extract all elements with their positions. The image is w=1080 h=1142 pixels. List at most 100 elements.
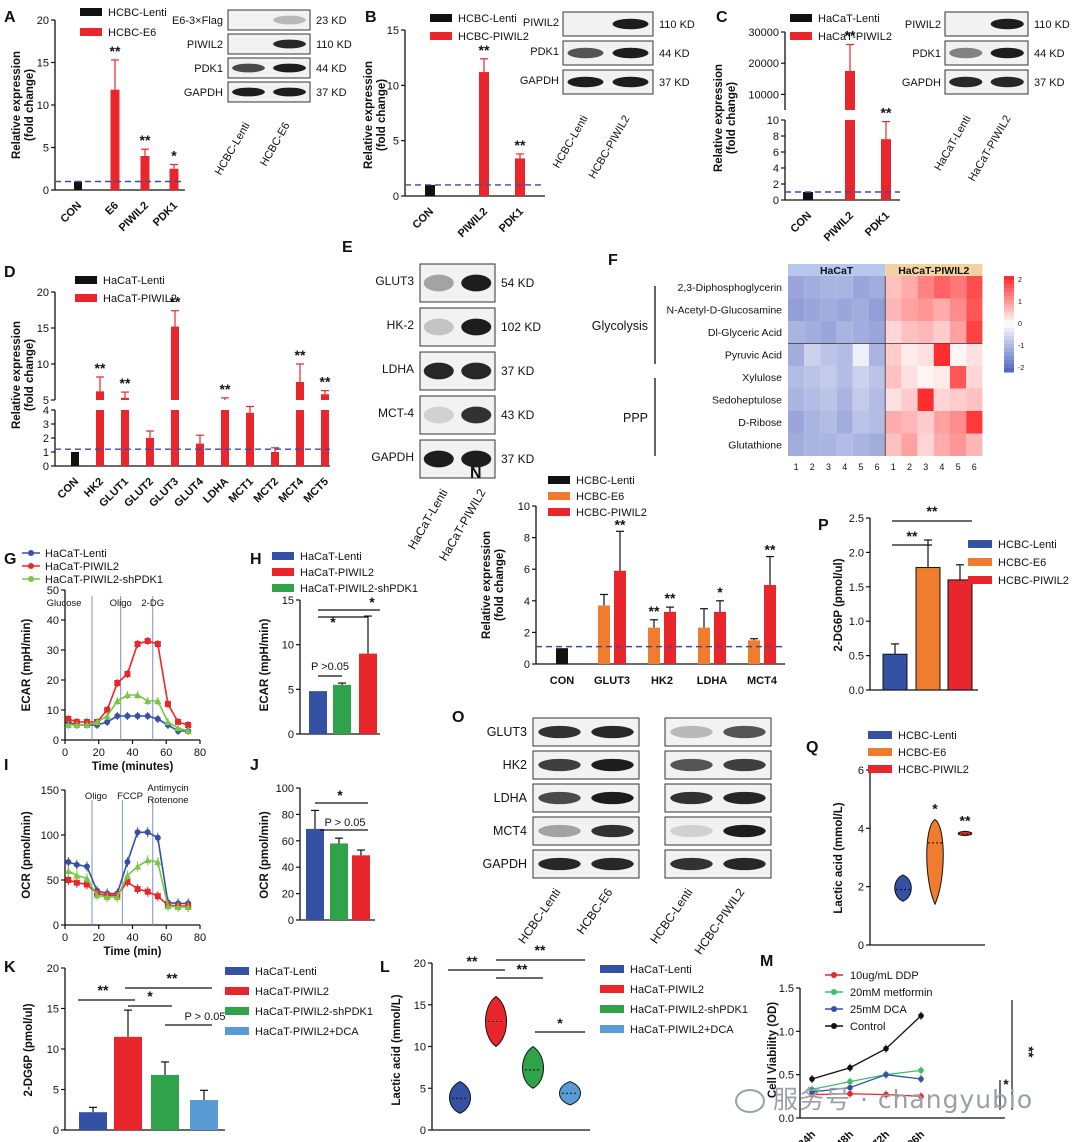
legend-label: HCBC-PIWIL2: [458, 31, 529, 43]
western-blot-band: [723, 857, 766, 871]
x-tick-label: CON: [58, 200, 84, 226]
bar: [306, 828, 324, 920]
heatmap-cell: [869, 366, 886, 389]
western-blot-band: [567, 47, 604, 59]
western-blot-band: [949, 76, 983, 88]
heatmap-cell: [852, 411, 869, 434]
significance-label: *: [337, 787, 343, 803]
heatmap-group-label: HaCaT-PIWIL2: [898, 265, 969, 277]
y-axis-label: Relative expression: [363, 61, 375, 169]
significance-label: *: [932, 801, 938, 817]
legend-label: HaCaT-PIWIL2: [103, 293, 177, 305]
bar: [171, 326, 179, 400]
y-tick-label: 10: [47, 705, 59, 717]
bar: [359, 653, 377, 734]
y-axis-label: OCR (pmol/min): [259, 811, 271, 899]
significance-label: **: [1021, 1047, 1037, 1058]
color-scale-cell: [1004, 292, 1014, 297]
heatmap-cell: [852, 298, 869, 321]
y-tick-label: 0.5: [779, 1070, 794, 1082]
heatmap-cell: [788, 298, 805, 321]
bar: [96, 410, 104, 466]
heatmap-row-label: 2,3-Diphosphoglycerin: [678, 282, 783, 294]
legend-swatch: [600, 985, 624, 993]
data-point: [134, 713, 141, 719]
heatmap-cell: [869, 298, 886, 321]
y-tick-label: 0: [393, 191, 399, 203]
data-point: [123, 691, 131, 698]
blot-lane-label: HaCaT-Lenti: [932, 114, 973, 173]
wechat-logo-icon: [735, 1089, 765, 1113]
legend-swatch: [868, 731, 892, 739]
blot-lane-label: HCBC-Lenti: [213, 121, 253, 178]
heatmap-cell: [804, 276, 821, 299]
heatmap-cell: [836, 343, 853, 366]
legend-swatch: [600, 965, 624, 973]
western-blot-band: [273, 15, 306, 25]
color-scale-cell: [1004, 316, 1014, 321]
western-blot-band: [273, 39, 306, 49]
data-point: [918, 1093, 924, 1100]
heatmap-cell: [804, 411, 821, 434]
data-point: [918, 1012, 924, 1019]
western-blot-band: [273, 63, 306, 73]
y-tick-label: 150: [41, 785, 59, 797]
heatmap-cell: [901, 411, 918, 434]
panel-letter: E: [342, 239, 353, 256]
y-tick-label: 1.5: [779, 983, 794, 995]
x-tick-label: MCT5: [301, 476, 331, 506]
panel-letter: B: [365, 9, 377, 26]
color-scale-cell: [1004, 364, 1014, 369]
bar: [169, 168, 179, 190]
p-value-label: P > 0.05: [324, 817, 365, 829]
western-blot-band: [670, 791, 713, 805]
blot-size-label: 37 KD: [316, 87, 347, 99]
blot-size-label: 37 KD: [659, 77, 690, 89]
blot-size-label: 44 KD: [1034, 48, 1065, 60]
data-point: [154, 834, 161, 841]
color-scale-cell: [1004, 340, 1014, 345]
y-tick-label: 10: [47, 1044, 59, 1056]
western-blot-band: [723, 791, 766, 805]
data-point: [883, 1091, 889, 1098]
y-axis-label: (fold change): [24, 339, 36, 411]
heatmap-cell: [966, 366, 983, 389]
heatmap-col-label: 4: [842, 462, 847, 472]
significance-label: **: [927, 503, 938, 519]
heatmap-row-label: N-Acetyl-D-Glucosamine: [666, 305, 782, 317]
heatmap-col-label: 6: [972, 462, 977, 472]
x-tick-label: PDK1: [151, 200, 180, 229]
legend-label: HaCaT-Lenti: [818, 13, 880, 25]
significance-label: **: [170, 294, 181, 310]
y-tick-label: 4: [858, 823, 864, 835]
y-tick-label: 40: [282, 862, 294, 874]
x-tick-label: MCT2: [251, 476, 281, 506]
panel-letter: C: [716, 9, 728, 26]
heatmap-cell: [788, 366, 805, 389]
western-blot-band: [949, 47, 983, 59]
y-axis-label: ECAR (mpH/min): [259, 619, 271, 712]
panel-letter: A: [4, 9, 16, 26]
y-tick-label: 10: [518, 501, 530, 513]
western-blot-band: [538, 857, 581, 871]
bar: [221, 410, 229, 466]
x-tick-label: 80: [194, 747, 206, 759]
bar: [146, 438, 154, 466]
panel-i: 0 50 100 150 0 20 40 60 80 Time (min) OCR (pmol/mi…: [21, 783, 206, 958]
heatmap-cell: [804, 388, 821, 411]
bar: [121, 410, 129, 466]
data-point: [847, 1064, 853, 1071]
significance-label: **: [615, 516, 626, 532]
color-scale-label: 2: [1018, 277, 1022, 284]
heatmap-cell: [852, 433, 869, 456]
legend-marker: [28, 563, 34, 569]
y-tick-label: 1: [43, 447, 49, 459]
y-tick-label: 30: [47, 645, 59, 657]
heatmap-group-label: HaCaT: [820, 265, 854, 277]
y-axis-label: (fold change): [376, 79, 388, 151]
x-tick-label: 0: [62, 747, 68, 759]
legend-swatch: [80, 8, 102, 16]
bar: [333, 684, 351, 734]
legend-swatch: [968, 576, 992, 584]
